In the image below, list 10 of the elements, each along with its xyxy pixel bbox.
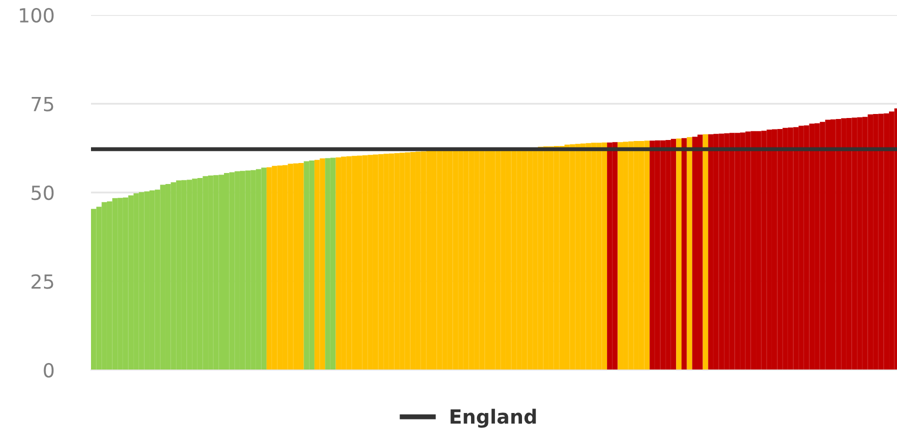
bar bbox=[702, 134, 708, 370]
y-tick-label: 75 bbox=[32, 96, 54, 112]
bar bbox=[686, 137, 692, 370]
bar bbox=[676, 138, 682, 370]
y-tick-label: 0 bbox=[44, 362, 54, 378]
y-tick-label: 25 bbox=[32, 274, 54, 289]
y-tick-label: 100 bbox=[20, 8, 54, 23]
legend-label: England bbox=[450, 408, 536, 428]
y-tick-label: 50 bbox=[32, 185, 54, 200]
bar bbox=[682, 138, 687, 370]
